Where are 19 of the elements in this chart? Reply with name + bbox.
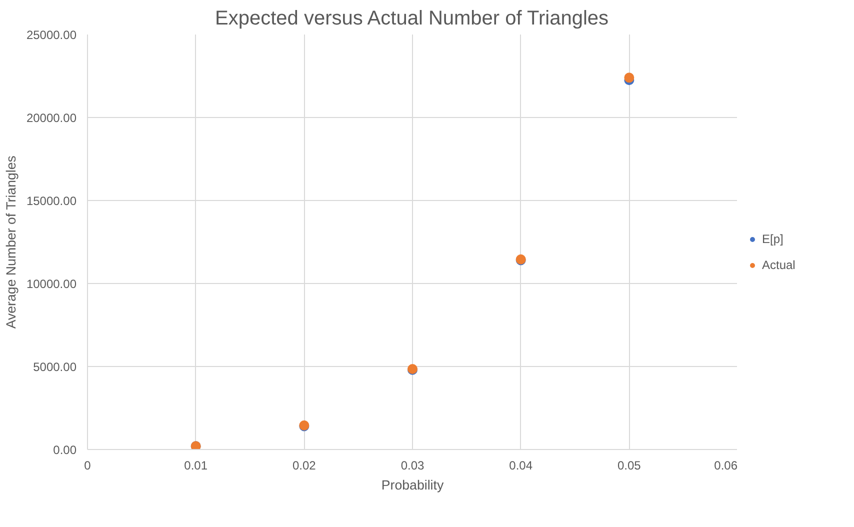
x-tick-label: 0.02 (292, 458, 316, 472)
x-tick-label: 0.01 (184, 458, 208, 472)
y-tick-label: 20000.00 (26, 111, 77, 125)
legend-label: Actual (762, 258, 796, 272)
x-tick-label: 0.05 (617, 458, 642, 472)
y-axis-title: Average Number of Triangles (3, 155, 18, 329)
chart-title: Expected versus Actual Number of Triangles (215, 8, 609, 30)
y-tick-label: 5000.00 (33, 360, 77, 374)
y-tick-label: 10000.00 (26, 277, 77, 291)
x-tick-label: 0.06 (714, 458, 738, 472)
y-tick-label: 15000.00 (26, 194, 77, 208)
x-tick-label: 0.04 (509, 458, 533, 472)
y-tick-label: 0.00 (53, 443, 77, 457)
point (624, 72, 634, 83)
x-axis-title: Probability (381, 478, 444, 492)
x-tick-label: 0 (84, 458, 92, 472)
y-tick-label: 25000.00 (26, 28, 77, 42)
x-tick-label: 0.03 (400, 458, 425, 472)
legend-label: E[p] (762, 232, 784, 246)
